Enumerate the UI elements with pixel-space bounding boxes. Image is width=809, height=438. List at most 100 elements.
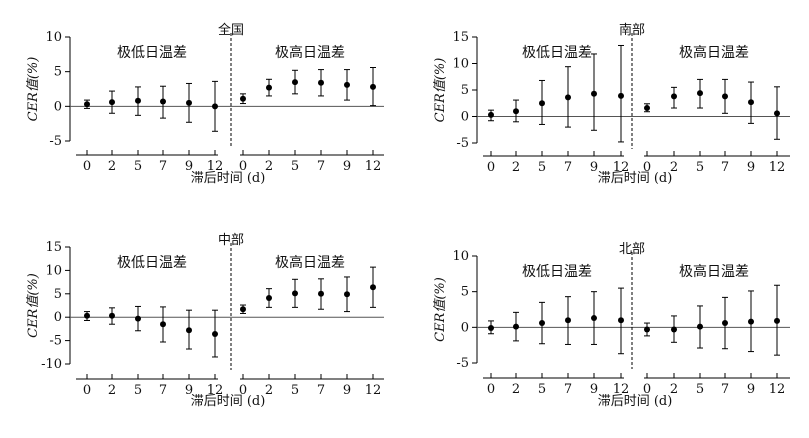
panel-title: 南部 (619, 22, 645, 38)
x-tick-label: 2 (108, 159, 116, 174)
data-point (344, 291, 350, 298)
y-tick-label: 10 (45, 30, 62, 45)
data-point (109, 99, 115, 106)
x-tick-label: 9 (747, 160, 755, 175)
data-point (565, 94, 571, 101)
data-point (722, 320, 728, 327)
x-tick-label: 7 (317, 159, 325, 174)
y-tick-label: 0 (54, 99, 62, 114)
data-point (266, 84, 272, 91)
x-tick-label: 12 (365, 383, 382, 398)
data-point (488, 111, 494, 118)
data-point (240, 306, 246, 313)
panel-title: 全国 (218, 22, 244, 38)
group-label-high: 极高日温差 (275, 44, 345, 61)
x-axis-label: 滞后时间 (d) (191, 394, 266, 409)
group-label-high: 极高日温差 (275, 254, 345, 271)
x-tick-label: 7 (159, 159, 167, 174)
y-axis-label: CER值(%) (433, 277, 448, 342)
data-point (618, 92, 624, 99)
x-tick-label: 9 (590, 160, 598, 175)
y-tick-label: 0 (461, 320, 469, 335)
data-point (370, 284, 376, 291)
group-label-low: 极低日温差 (522, 264, 592, 280)
x-tick-label: 5 (134, 383, 142, 398)
y-tick-label: 5 (54, 287, 62, 302)
data-point (774, 317, 780, 324)
group-label-low: 极低日温差 (522, 45, 592, 61)
x-tick-label: 9 (185, 159, 193, 174)
y-tick-label: 0 (461, 110, 469, 125)
data-point (774, 110, 780, 117)
y-tick-label: 15 (45, 240, 62, 255)
y-tick-label: 5 (461, 83, 469, 98)
x-tick-label: 5 (134, 159, 142, 174)
data-point (344, 81, 350, 88)
data-point (292, 290, 298, 297)
data-point (318, 79, 324, 86)
x-tick-label: 0 (239, 159, 247, 174)
x-tick-label: 0 (643, 382, 651, 397)
x-tick-label: 5 (538, 382, 546, 397)
x-tick-label: 9 (747, 382, 755, 397)
y-tick-label: -10 (41, 357, 62, 372)
x-tick-label: 12 (769, 160, 786, 175)
x-axis-label: 滞后时间 (d) (598, 171, 673, 186)
data-point (212, 103, 218, 110)
y-tick-label: -5 (49, 134, 62, 149)
data-point (186, 99, 192, 106)
x-tick-label: 7 (721, 382, 729, 397)
data-point (135, 315, 141, 322)
group-label-high: 极高日温差 (679, 44, 749, 61)
x-tick-label: 0 (487, 160, 495, 175)
data-point (266, 295, 272, 302)
x-axis-label: 滞后时间 (d) (598, 394, 673, 409)
data-point (722, 93, 728, 100)
data-point (240, 95, 246, 102)
x-tick-label: 2 (265, 159, 273, 174)
y-tick-label: 10 (452, 249, 469, 264)
x-tick-label: 5 (696, 160, 704, 175)
x-tick-label: 5 (538, 160, 546, 175)
data-point (539, 100, 545, 107)
panel-3: -10 -5 0 5 10 15 0 2 5 7 9 12 0 2 5 7 9 12 极低日温差 极高日温差 中部滞后时… (26, 233, 384, 409)
x-tick-label: 9 (343, 159, 351, 174)
group-label-low: 极低日温差 (117, 45, 187, 61)
x-tick-label: 5 (291, 159, 299, 174)
y-tick-label: -5 (456, 356, 469, 371)
data-point (565, 317, 571, 324)
y-tick-label: -5 (49, 334, 62, 349)
data-point (160, 98, 166, 105)
data-point (318, 290, 324, 297)
data-point (109, 312, 115, 319)
y-tick-label: 15 (452, 30, 469, 45)
data-point (644, 326, 650, 333)
x-tick-label: 0 (239, 383, 247, 398)
x-tick-label: 9 (343, 383, 351, 398)
data-point (84, 312, 90, 319)
data-point (644, 105, 650, 112)
data-point (748, 318, 754, 325)
x-tick-label: 5 (696, 382, 704, 397)
data-point (292, 79, 298, 86)
x-tick-label: 5 (291, 383, 299, 398)
panel-title: 北部 (619, 242, 645, 257)
y-axis-label: CER值(%) (26, 273, 41, 338)
x-tick-label: 9 (185, 383, 193, 398)
x-tick-label: 2 (265, 383, 273, 398)
x-tick-label: 7 (317, 383, 325, 398)
x-axis-label: 滞后时间 (d) (191, 171, 266, 186)
y-tick-label: 5 (461, 285, 469, 300)
data-point (186, 327, 192, 334)
x-tick-label: 12 (365, 159, 382, 174)
x-tick-label: 0 (83, 383, 91, 398)
x-tick-label: 0 (83, 159, 91, 174)
panel-title: 中部 (218, 233, 244, 248)
x-tick-label: 12 (613, 382, 630, 397)
x-tick-label: 2 (108, 383, 116, 398)
x-tick-label: 7 (564, 160, 572, 175)
y-tick-label: -5 (456, 136, 469, 151)
data-point (84, 101, 90, 108)
